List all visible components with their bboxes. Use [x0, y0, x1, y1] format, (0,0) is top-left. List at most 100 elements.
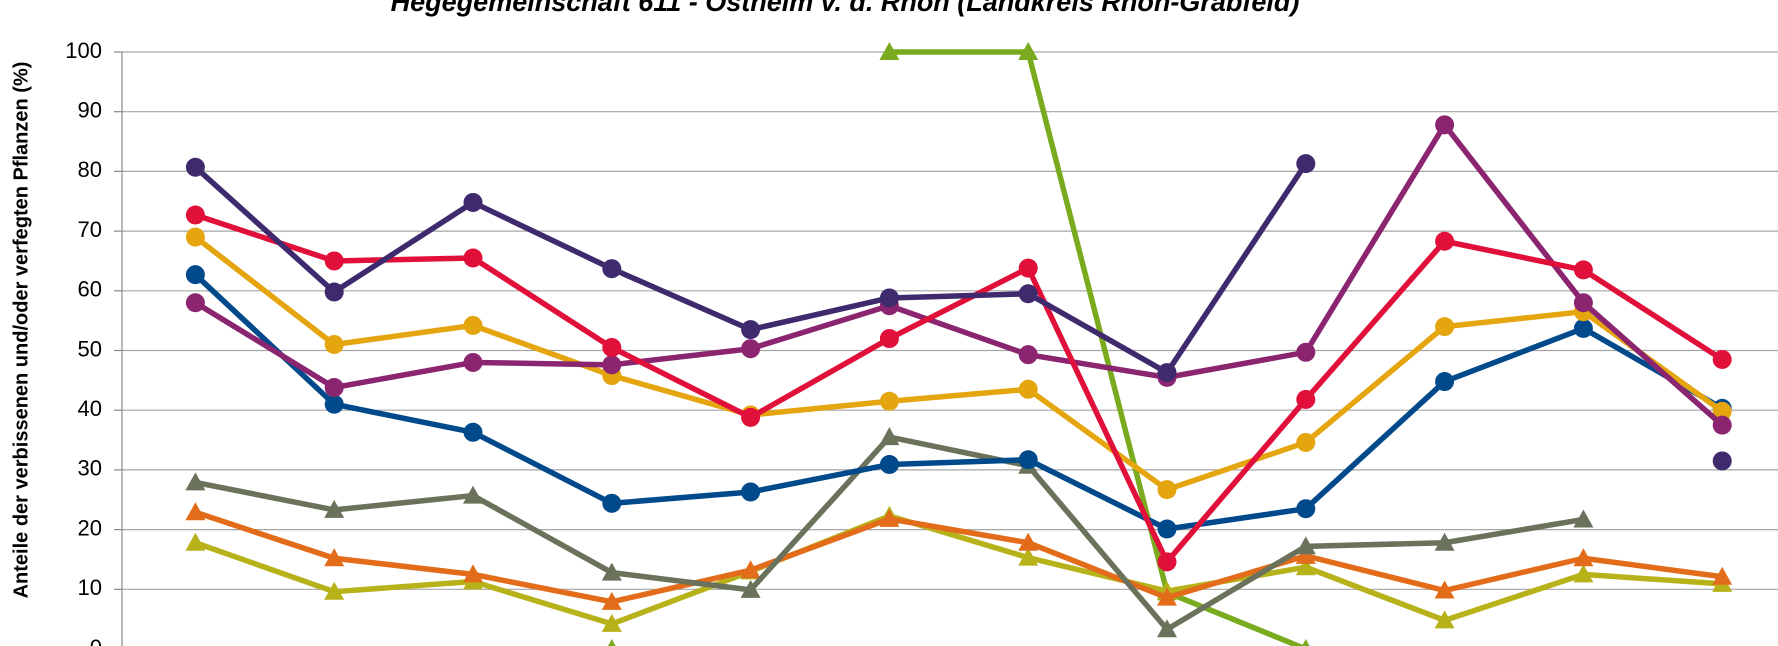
marker: [1712, 401, 1732, 421]
series: [185, 154, 1732, 471]
y-tick-label: 30: [78, 456, 102, 481]
series-line: [194, 212, 1724, 565]
marker: [1296, 342, 1316, 362]
marker: [185, 265, 205, 285]
marker: [1712, 349, 1732, 369]
marker: [879, 427, 900, 446]
series-line: [193, 234, 1724, 493]
marker: [879, 42, 900, 60]
marker: [879, 288, 899, 308]
marker: [602, 259, 622, 279]
series-line: [193, 122, 1725, 428]
marker: [463, 192, 483, 212]
marker: [1435, 317, 1455, 337]
marker: [1296, 154, 1316, 174]
marker: [1301, 639, 1310, 646]
marker: [324, 499, 345, 518]
marker: [185, 532, 206, 551]
marker: [1018, 258, 1038, 278]
marker: [1573, 564, 1594, 583]
series-line: [889, 49, 1306, 646]
marker: [601, 591, 622, 610]
marker: [1157, 519, 1177, 539]
y-tick-label: 60: [78, 277, 102, 302]
marker: [1573, 548, 1594, 567]
marker: [1296, 499, 1316, 519]
series: [185, 265, 1732, 539]
marker: [879, 508, 900, 527]
marker: [1018, 345, 1038, 365]
marker: [602, 493, 622, 513]
marker: [741, 482, 761, 502]
marker: [601, 562, 622, 581]
marker: [324, 548, 345, 567]
marker: [1434, 532, 1455, 551]
marker: [1434, 610, 1455, 629]
marker: [463, 248, 483, 268]
marker: [741, 407, 761, 427]
marker: [324, 378, 344, 398]
marker: [1573, 509, 1594, 528]
series: [185, 115, 1732, 435]
marker: [185, 472, 206, 491]
marker: [463, 564, 483, 583]
series: [185, 502, 1733, 610]
marker: [741, 339, 761, 359]
marker: [463, 352, 483, 372]
marker: [1295, 545, 1316, 564]
marker: [1434, 580, 1455, 599]
marker: [1157, 363, 1177, 383]
marker: [185, 502, 206, 521]
marker: [1018, 379, 1038, 399]
marker: [463, 315, 483, 335]
y-tick-label: 70: [78, 217, 102, 242]
marker: [607, 639, 616, 646]
marker: [185, 293, 205, 313]
marker: [1435, 115, 1455, 135]
marker: [879, 455, 899, 475]
y-axis-label: Anteile der verbissenen und/oder verfegt…: [10, 62, 32, 599]
y-tick-label: 80: [78, 157, 102, 182]
marker: [602, 355, 622, 375]
marker: [1295, 557, 1316, 576]
marker: [1157, 587, 1177, 606]
marker: [741, 320, 761, 340]
series: [185, 205, 1732, 572]
marker: [1712, 566, 1733, 585]
series-line: [193, 272, 1724, 532]
marker: [324, 251, 344, 271]
marker: [879, 391, 899, 411]
series-line: [194, 509, 1723, 605]
y-tick-label: 40: [78, 396, 102, 421]
marker: [1573, 293, 1593, 313]
marker: [1018, 547, 1039, 566]
marker: [185, 227, 205, 247]
series-line: [194, 513, 1723, 627]
series: [607, 42, 1310, 646]
marker: [324, 394, 344, 414]
marker: [1435, 231, 1455, 251]
marker: [1018, 284, 1038, 304]
marker: [602, 338, 622, 358]
marker: [324, 335, 344, 355]
marker: [1296, 389, 1316, 409]
y-tick-label: 20: [78, 515, 102, 540]
marker: [1018, 450, 1038, 470]
marker: [1573, 260, 1593, 280]
marker: [1157, 552, 1177, 572]
y-tick-label: 0: [90, 635, 102, 646]
marker: [185, 205, 205, 225]
marker: [324, 282, 344, 302]
marker: [1296, 432, 1316, 452]
marker: [879, 329, 899, 349]
marker: [1712, 415, 1732, 435]
y-tick-label: 50: [78, 336, 102, 361]
series: [185, 227, 1732, 500]
marker: [1157, 619, 1177, 638]
marker: [324, 581, 345, 600]
marker: [740, 579, 761, 598]
y-tick-label: 10: [78, 575, 102, 600]
marker: [463, 422, 483, 442]
